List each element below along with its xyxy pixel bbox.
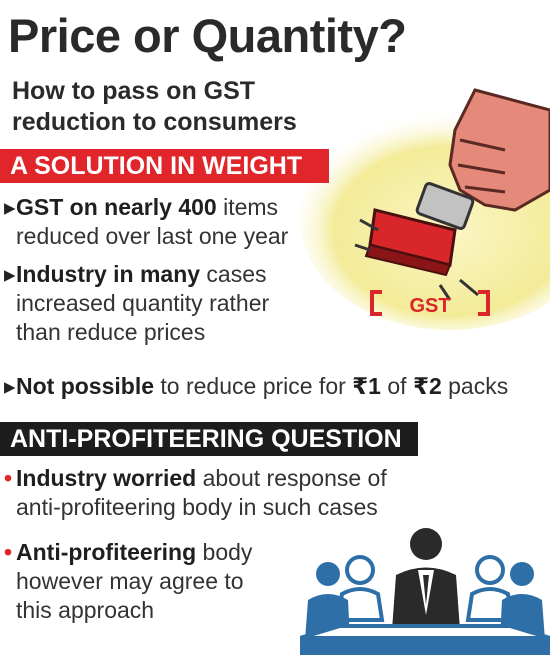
bullet-icon: • — [4, 465, 13, 491]
section-heading-anti-profiteering: ANTI-PROFITEERING QUESTION — [0, 422, 418, 456]
bullet-bold: Industry worried — [16, 465, 197, 491]
bullet-text: this approach — [16, 597, 155, 623]
person-icon — [335, 555, 515, 622]
list-item: ▸ Industry in many cases increased quant… — [4, 260, 269, 347]
subtitle-line: How to pass on GST — [12, 77, 256, 105]
bullet-text: cases — [200, 261, 267, 287]
bullet-text: about response of — [196, 465, 387, 491]
bullet-icon: • — [4, 539, 13, 565]
page-subtitle: How to pass on GST reduction to consumer… — [12, 76, 297, 138]
bullet-text: however may agree to — [16, 568, 244, 594]
rupee-value: ₹2 — [412, 373, 442, 399]
bullet-text: reduced over last one year — [16, 223, 289, 249]
bullet-text: than reduce prices — [16, 319, 206, 345]
page-title: Price or Quantity? — [8, 9, 407, 62]
bullet-text: of — [380, 373, 413, 399]
list-item: ▸ GST on nearly 400 items reduced over l… — [4, 193, 288, 251]
bullet-text: to reduce price for — [154, 373, 353, 399]
bullet-bold: Industry in many — [16, 261, 201, 287]
stamp-gst-label: GST — [409, 295, 450, 317]
bullet-icon: ▸ — [4, 261, 16, 287]
meeting-people-illustration — [300, 528, 550, 655]
leader-person-icon — [392, 528, 460, 630]
bullet-text: anti-profiteering body in such cases — [16, 494, 378, 520]
table-shape — [300, 638, 550, 655]
subtitle-line: reduction to consumers — [12, 108, 297, 136]
bullet-text: body — [196, 539, 253, 565]
gst-stamp-illustration: GST — [300, 88, 550, 330]
rupee-value: ₹1 — [352, 373, 381, 399]
bullet-bold: Anti-profiteering — [16, 539, 197, 565]
list-item: • Anti-profiteering body however may agr… — [4, 538, 252, 625]
section-heading-solution: A SOLUTION IN WEIGHT — [0, 149, 329, 183]
list-item: ▸ Not possible to reduce price for ₹1 of… — [4, 372, 508, 401]
bullet-bold: GST on nearly 400 — [16, 194, 217, 220]
list-item: • Industry worried about response of ant… — [4, 464, 387, 522]
bullet-icon: ▸ — [4, 373, 16, 399]
bullet-text: packs — [441, 373, 509, 399]
bullet-text: items — [216, 194, 279, 220]
bullet-icon: ▸ — [4, 194, 16, 220]
bullet-text: increased quantity rather — [16, 290, 270, 316]
bullet-bold: Not possible — [16, 373, 155, 399]
